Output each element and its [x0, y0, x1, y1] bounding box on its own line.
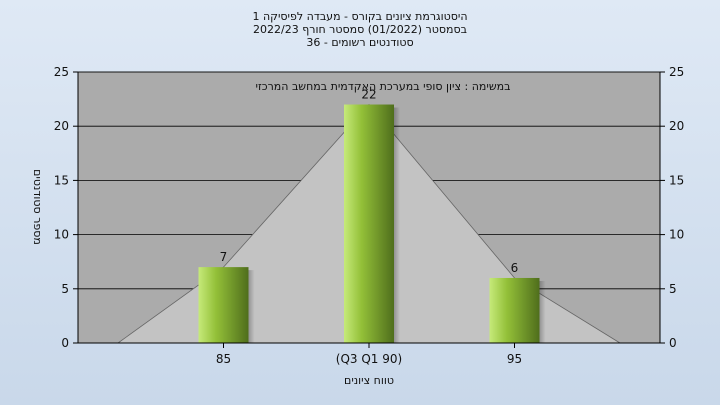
bar-2 — [489, 277, 540, 343]
x-tick-label-1: (Q3 Q1 90) — [336, 352, 402, 366]
chart-title-line-3: סטודנטים רשומים - 36 — [306, 36, 414, 49]
y-axis-label: מספר סטודנטים — [31, 169, 44, 245]
chart-title-line-1: היסטוגרמת ציונים בקורס - מעבדה לפיסיקה 1 — [252, 10, 468, 23]
y-tick-label-left: 5 — [61, 282, 69, 296]
data-label-1: 22 — [361, 88, 376, 102]
bar-shadow — [394, 107, 400, 344]
data-label-2: 6 — [511, 261, 519, 275]
x-axis-label: טווח ציונים — [344, 374, 394, 387]
y-tick-label-right: 25 — [669, 65, 684, 79]
x-tick-label-2: 95 — [507, 352, 522, 366]
bar-0 — [198, 267, 249, 343]
y-tick-label-left: 15 — [54, 173, 69, 187]
axes: 0 0 5 5 10 10 15 15 20 20 25 25 85 (Q3 Q1 90) 95 — [54, 65, 685, 366]
y-tick-label-left: 20 — [54, 119, 69, 133]
chart-title-line-2: בסמסטר (01/2022) סמסטר חורף 2022/23 — [253, 23, 467, 36]
y-tick-label-left: 0 — [61, 336, 69, 350]
y-tick-label-right: 5 — [669, 282, 677, 296]
bar-1 — [344, 104, 394, 344]
bar-shadow — [539, 280, 546, 343]
y-tick-label-left: 10 — [54, 228, 69, 242]
bars: 7 22 6 — [198, 88, 546, 344]
data-label-0: 7 — [220, 250, 228, 264]
y-tick-label-right: 20 — [669, 119, 684, 133]
y-tick-label-right: 0 — [669, 336, 677, 350]
y-tick-label-right: 10 — [669, 228, 684, 242]
bar-shadow — [248, 270, 255, 343]
x-tick-label-0: 85 — [216, 352, 231, 366]
chart-annotation: במשימה : ציון סופי במערכת האקדמית במחשב … — [256, 80, 511, 93]
y-tick-label-left: 25 — [54, 65, 69, 79]
y-tick-label-right: 15 — [669, 173, 684, 187]
